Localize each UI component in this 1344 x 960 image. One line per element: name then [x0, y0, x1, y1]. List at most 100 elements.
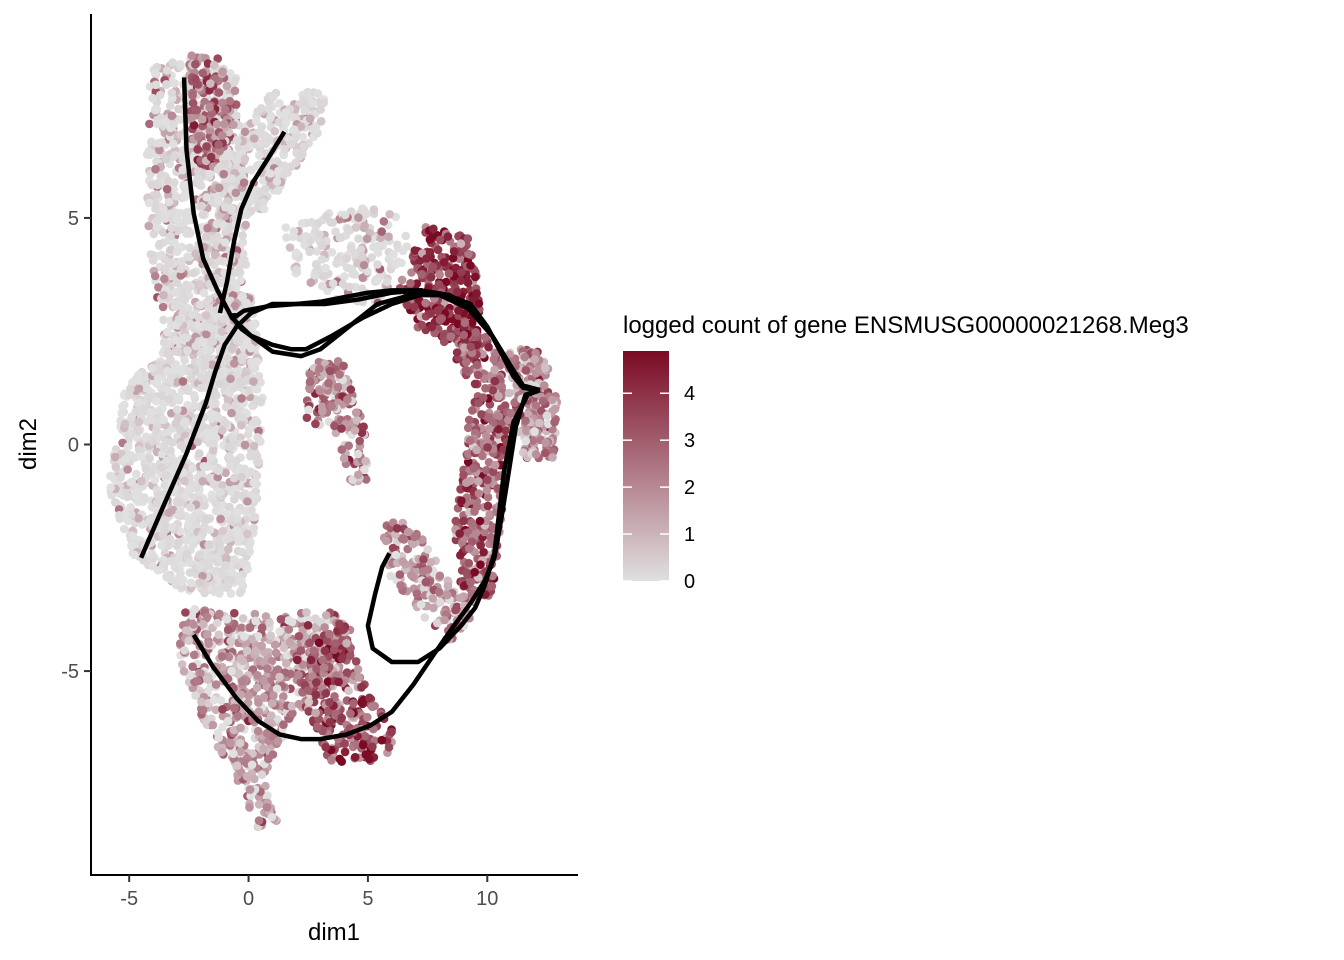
data-point: [128, 378, 137, 387]
data-point: [305, 114, 315, 123]
data-point: [462, 568, 472, 577]
data-point: [171, 288, 181, 297]
data-point: [117, 408, 126, 418]
data-point: [183, 400, 192, 410]
data-point: [310, 126, 319, 136]
data-point: [148, 256, 158, 265]
data-point: [213, 165, 223, 174]
data-point: [214, 539, 223, 549]
data-point: [214, 196, 223, 206]
data-point: [463, 278, 473, 288]
data-point: [419, 555, 428, 564]
data-point: [145, 453, 154, 463]
data-point: [226, 461, 235, 471]
data-point: [167, 111, 177, 120]
data-point: [425, 235, 435, 244]
data-point: [541, 438, 550, 448]
data-point: [237, 413, 247, 422]
data-point: [339, 361, 348, 371]
data-point: [446, 332, 456, 342]
data-point: [245, 623, 255, 632]
data-point: [459, 516, 468, 526]
data-point: [476, 541, 486, 550]
data-point: [251, 117, 261, 126]
data-point: [489, 355, 499, 364]
data-point: [259, 198, 268, 207]
data-point: [185, 243, 194, 253]
data-point: [185, 229, 195, 238]
data-point: [211, 680, 221, 689]
data-point: [433, 306, 443, 316]
data-point: [227, 174, 237, 183]
data-point: [473, 370, 483, 380]
data-point: [195, 562, 205, 572]
data-point: [227, 408, 236, 418]
data-point: [198, 68, 207, 78]
data-point: [337, 445, 347, 454]
data-point: [163, 541, 173, 550]
data-point: [201, 311, 211, 320]
data-point: [148, 93, 157, 103]
data-point: [243, 497, 252, 506]
data-point: [227, 204, 236, 213]
data-point: [247, 358, 256, 367]
data-point: [160, 211, 170, 221]
data-point: [482, 486, 492, 495]
data-point: [311, 419, 320, 429]
data-point: [251, 616, 260, 626]
data-point: [289, 125, 299, 134]
data-point: [219, 169, 228, 179]
data-point: [354, 213, 363, 222]
data-point: [300, 240, 310, 250]
data-point: [291, 248, 301, 258]
data-point: [340, 210, 350, 220]
data-point: [223, 716, 233, 726]
data-point: [191, 60, 200, 69]
data-point: [162, 66, 172, 75]
data-point: [150, 475, 160, 485]
data-point: [139, 493, 149, 502]
data-point: [242, 210, 251, 220]
data-point: [550, 404, 560, 414]
data-point: [175, 425, 185, 434]
data-point: [238, 231, 247, 240]
data-point: [236, 723, 245, 733]
data-point: [223, 395, 233, 404]
data-point: [128, 531, 138, 541]
data-point: [257, 138, 266, 148]
data-point: [243, 529, 252, 539]
data-point: [235, 576, 245, 586]
data-point: [203, 345, 212, 354]
data-point: [466, 342, 476, 352]
data-point: [521, 416, 530, 426]
data-point: [231, 188, 241, 198]
data-point: [253, 726, 263, 736]
data-point: [410, 302, 419, 312]
data-point: [339, 454, 349, 463]
data-point: [188, 310, 197, 319]
data-point: [461, 365, 471, 375]
data-point: [474, 398, 483, 408]
data-point: [316, 117, 326, 126]
data-point: [227, 575, 236, 585]
data-point: [244, 691, 253, 700]
data-point: [218, 98, 227, 108]
data-point: [142, 472, 152, 481]
data-point: [315, 364, 324, 373]
data-point: [217, 480, 227, 490]
data-point: [233, 711, 243, 721]
data-point: [166, 231, 175, 241]
data-point: [188, 463, 197, 473]
data-point: [216, 514, 225, 524]
data-point: [175, 59, 185, 69]
data-point: [317, 255, 327, 264]
data-point: [455, 593, 465, 603]
data-point: [548, 395, 557, 405]
data-point: [357, 284, 367, 293]
data-point: [203, 558, 213, 567]
data-point: [177, 367, 187, 377]
data-point: [217, 546, 226, 555]
data-point: [180, 476, 189, 486]
data-point: [220, 159, 229, 169]
data-point: [421, 298, 430, 308]
